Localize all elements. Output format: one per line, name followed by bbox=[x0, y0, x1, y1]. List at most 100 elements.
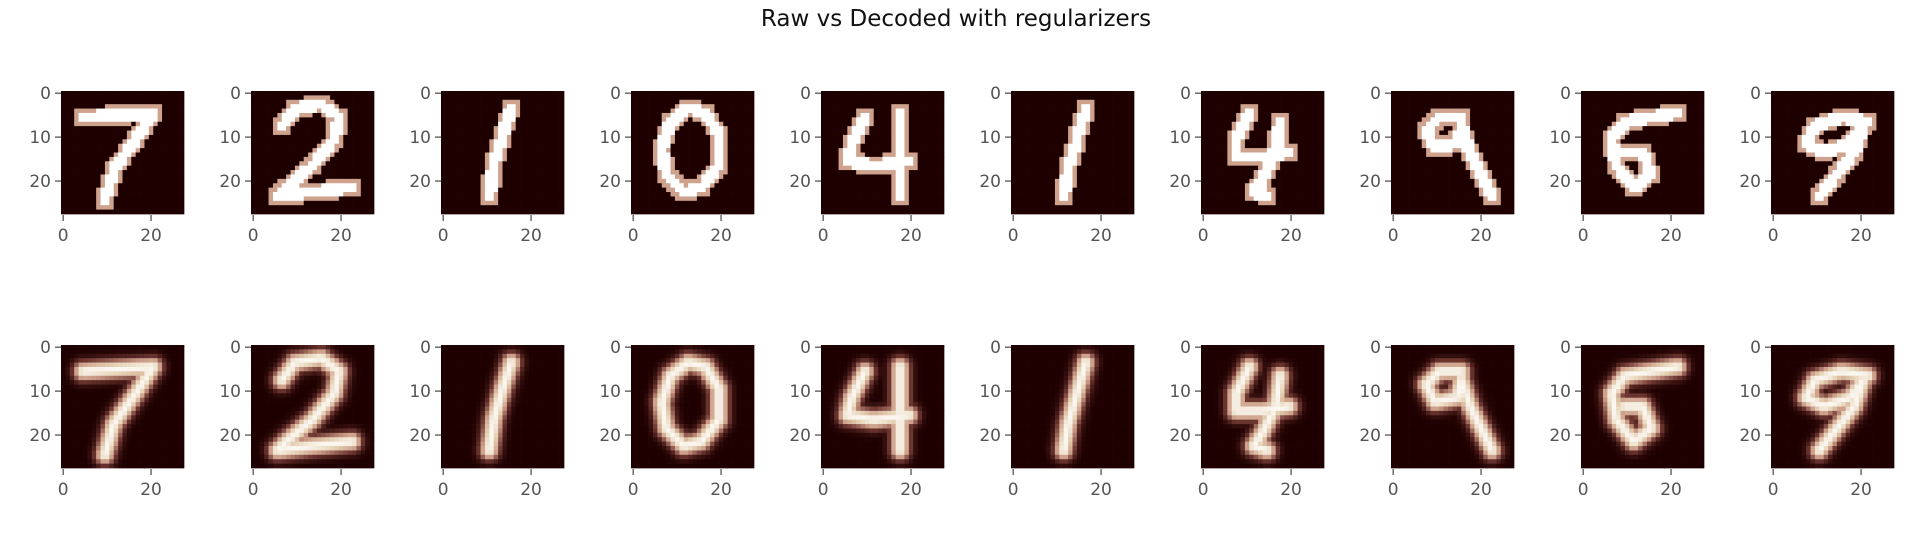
pixel bbox=[550, 205, 556, 210]
pixel bbox=[838, 156, 844, 162]
pixel bbox=[175, 104, 180, 109]
pixel bbox=[652, 121, 658, 127]
pixel bbox=[745, 108, 750, 114]
pixel bbox=[251, 200, 256, 206]
pixel bbox=[701, 121, 707, 127]
pixel bbox=[670, 209, 676, 215]
pixel bbox=[441, 112, 446, 118]
pixel bbox=[312, 91, 318, 96]
pixel bbox=[179, 183, 185, 188]
pixel bbox=[749, 148, 755, 153]
pixel bbox=[264, 143, 269, 149]
pixel bbox=[900, 134, 905, 140]
pixel bbox=[705, 91, 711, 96]
pixel bbox=[61, 192, 66, 197]
pixel bbox=[272, 139, 278, 145]
pixel bbox=[1076, 183, 1082, 188]
pixel bbox=[1258, 91, 1263, 96]
pixel bbox=[467, 178, 473, 184]
pixel bbox=[908, 104, 914, 109]
pixel bbox=[723, 99, 728, 105]
pixel bbox=[458, 205, 464, 210]
pixel bbox=[1015, 192, 1021, 197]
pixel bbox=[860, 183, 866, 188]
pixel bbox=[109, 200, 115, 206]
pixel bbox=[347, 209, 353, 215]
pixel bbox=[1266, 121, 1272, 127]
pixel bbox=[1076, 187, 1082, 193]
pixel bbox=[360, 183, 366, 188]
pixel bbox=[352, 143, 357, 149]
pixel bbox=[476, 161, 481, 167]
pixel bbox=[1129, 104, 1135, 109]
pixel bbox=[1032, 108, 1038, 114]
pixel bbox=[749, 112, 755, 118]
pixel bbox=[1107, 126, 1113, 131]
pixel bbox=[864, 183, 870, 188]
pixel bbox=[873, 95, 879, 101]
pixel bbox=[157, 196, 163, 202]
pixel bbox=[860, 187, 866, 193]
pixel bbox=[904, 117, 910, 123]
pixel bbox=[1103, 126, 1108, 131]
pixel bbox=[670, 178, 676, 184]
pixel bbox=[895, 161, 901, 167]
pixel bbox=[559, 95, 565, 101]
pixel bbox=[891, 95, 897, 101]
pixel bbox=[308, 130, 313, 136]
pixel bbox=[842, 152, 848, 158]
pixel bbox=[131, 156, 137, 162]
pixel bbox=[1085, 134, 1091, 140]
pixel bbox=[458, 112, 464, 118]
pixel bbox=[1024, 104, 1029, 109]
pixel bbox=[1302, 108, 1307, 114]
pixel bbox=[445, 112, 451, 118]
pixel bbox=[109, 174, 115, 180]
pixel bbox=[338, 143, 344, 149]
pixel bbox=[688, 174, 693, 180]
pixel bbox=[869, 156, 875, 162]
pixel bbox=[1024, 178, 1029, 184]
pixel bbox=[745, 187, 750, 193]
pixel bbox=[679, 161, 685, 167]
pixel bbox=[316, 126, 322, 131]
pixel bbox=[922, 143, 927, 149]
pixel bbox=[74, 143, 79, 149]
pixel bbox=[148, 91, 154, 96]
pixel bbox=[1072, 104, 1078, 109]
pixel bbox=[1085, 117, 1091, 123]
pixel bbox=[935, 134, 940, 140]
pixel bbox=[666, 104, 671, 109]
pixel bbox=[1116, 165, 1122, 171]
pixel bbox=[524, 134, 530, 140]
pixel bbox=[338, 209, 344, 215]
pixel bbox=[710, 170, 715, 175]
pixel bbox=[666, 178, 671, 184]
pixel bbox=[334, 139, 340, 145]
pixel bbox=[1037, 205, 1043, 210]
pixel bbox=[639, 161, 645, 167]
pixel bbox=[873, 170, 879, 175]
pixel bbox=[652, 95, 658, 101]
pixel bbox=[652, 165, 658, 171]
pixel bbox=[1090, 165, 1095, 171]
pixel bbox=[454, 156, 459, 162]
pixel bbox=[255, 152, 261, 158]
pixel bbox=[550, 91, 556, 96]
pixel bbox=[175, 170, 180, 175]
pixel bbox=[268, 152, 274, 158]
pixel bbox=[157, 117, 163, 123]
pixel bbox=[749, 196, 755, 202]
pixel bbox=[290, 139, 296, 145]
pixel bbox=[170, 200, 176, 206]
pixel bbox=[493, 178, 499, 184]
pixel bbox=[1209, 108, 1215, 114]
pixel bbox=[1085, 183, 1091, 188]
pixel bbox=[834, 192, 839, 197]
pixel bbox=[74, 187, 79, 193]
pixel bbox=[325, 200, 331, 206]
pixel bbox=[749, 99, 755, 105]
pixel bbox=[515, 205, 521, 210]
pixel bbox=[78, 187, 84, 193]
pixel bbox=[1019, 104, 1025, 109]
